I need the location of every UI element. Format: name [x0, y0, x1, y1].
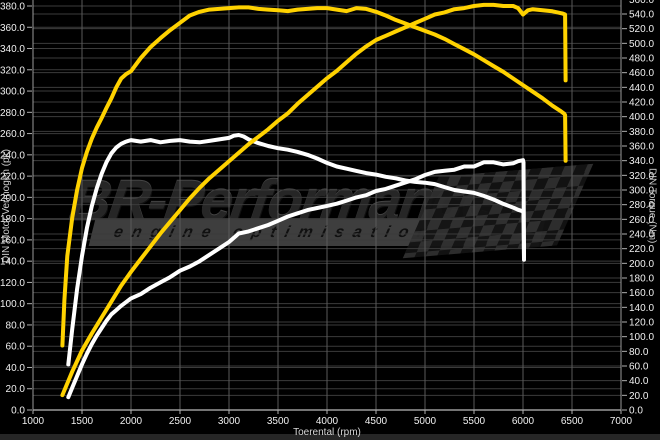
left-tick-label: 100.0: [0, 299, 25, 310]
right-tick-label: 440.0: [629, 83, 654, 94]
curve-power-stock: [66, 158, 526, 400]
left-tick-label: 320.0: [0, 65, 25, 76]
left-tick-label: 200.0: [0, 193, 25, 204]
right-tick-label: 420.0: [629, 98, 654, 109]
x-tick-label: 3000: [218, 416, 241, 427]
right-tick-label: 520.0: [629, 24, 654, 35]
left-tick-label: 360.0: [0, 23, 25, 34]
left-axis-title: DIN Motor Vermogen (pk): [1, 149, 12, 263]
left-tick-label: 20.0: [6, 384, 26, 395]
right-tick-label: 380.0: [629, 127, 654, 138]
right-tick-label: 140.0: [629, 303, 654, 314]
right-tick-label: 40.0: [629, 376, 649, 387]
x-tick-label: 6500: [561, 416, 584, 427]
x-tick-label: 5000: [414, 416, 437, 427]
x-tick-label: 6000: [512, 416, 535, 427]
right-tick-label: 540.0: [629, 10, 654, 21]
right-tick-label: 340.0: [629, 156, 654, 167]
left-tick-label: 160.0: [0, 235, 25, 246]
right-tick-label: 280.0: [629, 200, 654, 211]
curve-power-tuned: [60, 2, 568, 398]
right-tick-label: 460.0: [629, 68, 654, 79]
right-tick-label: 20.0: [629, 391, 649, 402]
right-tick-label: 220.0: [629, 244, 654, 255]
right-tick-label: 320.0: [629, 171, 654, 182]
right-tick-label: 360.0: [629, 142, 654, 153]
left-tick-label: 280.0: [0, 108, 25, 119]
right-tick-label: 100.0: [629, 332, 654, 343]
x-tick-label: 2000: [120, 416, 143, 427]
curve-torque-stock: [66, 133, 526, 367]
x-tick-label: 3500: [267, 416, 290, 427]
left-tick-label: 220.0: [0, 172, 25, 183]
left-tick-label: 120.0: [0, 278, 25, 289]
right-axis-title: DIN Torque (Nm): [646, 168, 658, 244]
right-tick-label: 240.0: [629, 230, 654, 241]
left-tick-label: 380.0: [0, 1, 25, 12]
left-tick-label: 180.0: [0, 214, 25, 225]
right-tick-label: 60.0: [629, 362, 649, 373]
x-tick-label: 1000: [22, 416, 45, 427]
right-tick-label: 560.0: [629, 0, 654, 6]
left-tick-label: 300.0: [0, 87, 25, 98]
left-tick-label: 80.0: [6, 320, 26, 331]
bottom-strip: [0, 434, 660, 440]
x-tick-label: 5500: [463, 416, 486, 427]
left-tick-label: 240.0: [0, 150, 25, 161]
left-tick-label: 0.0: [11, 406, 25, 417]
x-tick-label: 1500: [71, 416, 94, 427]
x-tick-label: 4500: [365, 416, 388, 427]
right-tick-label: 120.0: [629, 318, 654, 329]
x-tick-label: 4000: [316, 416, 339, 427]
left-tick-label: 40.0: [6, 363, 26, 374]
right-tick-label: 0.0: [629, 406, 643, 417]
left-tick-label: 140.0: [0, 257, 25, 268]
right-tick-label: 300.0: [629, 186, 654, 197]
right-tick-label: 400.0: [629, 112, 654, 123]
right-tick-label: 260.0: [629, 215, 654, 226]
right-tick-label: 180.0: [629, 274, 654, 285]
right-tick-label: 80.0: [629, 347, 649, 358]
x-axis-title: Toerental (rpm): [293, 427, 361, 438]
x-tick-label: 7000: [610, 416, 633, 427]
left-tick-label: 340.0: [0, 44, 25, 55]
right-tick-label: 160.0: [629, 288, 654, 299]
x-tick-label: 2500: [169, 416, 192, 427]
right-tick-label: 480.0: [629, 54, 654, 65]
left-tick-label: 260.0: [0, 129, 25, 140]
right-tick-label: 200.0: [629, 259, 654, 270]
right-tick-label: 500.0: [629, 39, 654, 50]
left-tick-label: 60.0: [6, 342, 26, 353]
curve-torque-tuned: [60, 5, 568, 348]
